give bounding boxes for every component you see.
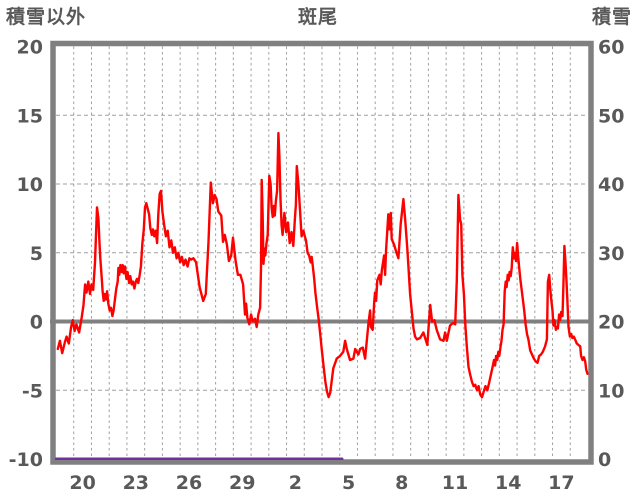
plot-border [50, 40, 594, 465]
x-axis-ticks: 20 23 26 29 2 5 8 11 14 17 [69, 472, 574, 494]
svg-text:60: 60 [598, 37, 624, 59]
temperature-line [56, 131, 589, 399]
svg-text:2: 2 [289, 472, 302, 494]
svg-text:20: 20 [69, 472, 95, 494]
svg-text:-10: -10 [9, 449, 43, 471]
svg-text:23: 23 [123, 472, 149, 494]
svg-text:26: 26 [176, 472, 202, 494]
svg-text:0: 0 [30, 312, 43, 334]
right-axis-title: 積雪 [591, 6, 632, 28]
svg-text:50: 50 [598, 105, 624, 127]
svg-text:-5: -5 [22, 380, 43, 402]
left-axis-ticks: 20 15 10 5 0 -5 -10 [9, 37, 43, 472]
svg-text:11: 11 [442, 472, 468, 494]
svg-text:20: 20 [17, 37, 43, 59]
left-axis-title: 積雪以外 [6, 6, 87, 28]
svg-text:10: 10 [598, 380, 624, 402]
horizontal-gridlines [56, 114, 588, 391]
right-axis-ticks: 60 50 40 30 20 10 0 [598, 37, 624, 472]
svg-text:5: 5 [30, 243, 43, 265]
svg-text:15: 15 [17, 105, 43, 127]
svg-text:8: 8 [395, 472, 408, 494]
chart-title: 斑尾 [297, 6, 338, 28]
svg-text:10: 10 [17, 174, 43, 196]
svg-text:20: 20 [598, 312, 624, 334]
svg-text:14: 14 [495, 472, 521, 494]
svg-text:0: 0 [598, 449, 611, 471]
svg-text:40: 40 [598, 174, 624, 196]
svg-text:17: 17 [548, 472, 574, 494]
svg-text:30: 30 [598, 243, 624, 265]
svg-text:29: 29 [229, 472, 255, 494]
svg-text:5: 5 [342, 472, 355, 494]
